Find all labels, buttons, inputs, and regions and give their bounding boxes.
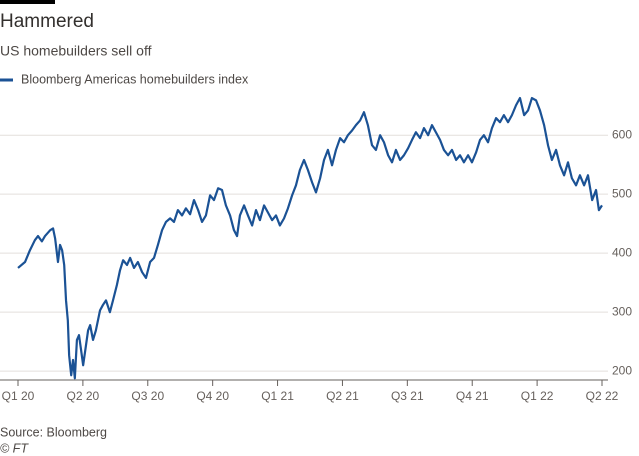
credit: © FT — [0, 441, 29, 455]
x-tick-label: Q1 20 — [2, 389, 35, 403]
x-tick-label: Q1 22 — [521, 389, 554, 403]
source: Source: Bloomberg — [0, 425, 107, 439]
x-tick-label: Q3 20 — [131, 389, 164, 403]
line — [17, 96, 603, 380]
x-tick-label: Q4 21 — [456, 389, 489, 403]
title-bar — [0, 0, 55, 4]
y-tick-label: 200 — [612, 363, 632, 377]
legend-label: Bloomberg Americas homebuilders index — [21, 72, 249, 86]
y-tick-label: 300 — [612, 304, 632, 318]
x-tick-label: Q1 21 — [261, 389, 294, 403]
chart-title: Hammered — [0, 11, 94, 32]
x-tick-label: Q2 20 — [67, 389, 100, 403]
y-tick-label: 500 — [612, 186, 632, 200]
y-tick-label: 400 — [612, 245, 632, 259]
x-tick-label: Q3 21 — [391, 389, 424, 403]
chart-subtitle: US homebuilders sell off — [0, 43, 152, 59]
x-tick-label: Q2 21 — [326, 389, 359, 403]
y-tick-label: 600 — [612, 127, 632, 141]
x-tick-label: Q2 22 — [586, 389, 619, 403]
x-tick-label: Q4 20 — [196, 389, 229, 403]
